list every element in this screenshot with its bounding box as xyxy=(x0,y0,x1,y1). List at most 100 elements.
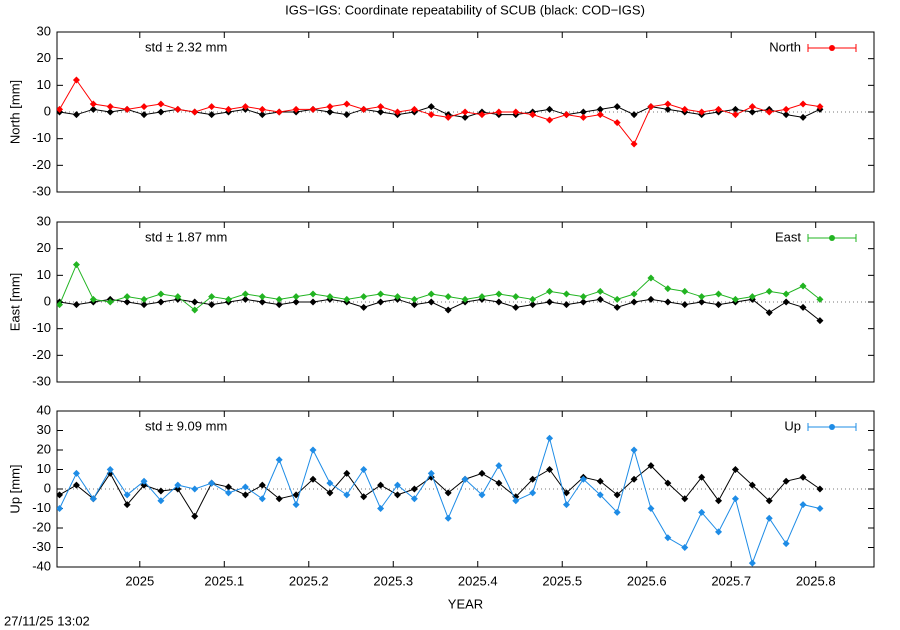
data-point xyxy=(444,113,452,121)
y-tick-label: 30 xyxy=(37,213,51,228)
data-point xyxy=(799,473,807,481)
data-point xyxy=(275,301,283,309)
data-point xyxy=(529,111,537,119)
data-point xyxy=(393,293,401,301)
data-point xyxy=(258,298,266,306)
data-point xyxy=(765,287,773,295)
data-point xyxy=(562,290,570,298)
data-point xyxy=(258,105,266,113)
data-point xyxy=(664,534,672,542)
legend-label: Up xyxy=(784,418,801,433)
data-point xyxy=(208,103,216,111)
data-point xyxy=(715,290,723,298)
data-point xyxy=(478,469,486,477)
data-point xyxy=(157,290,165,298)
data-point xyxy=(681,301,689,309)
x-axis-label: YEAR xyxy=(448,596,483,611)
data-point xyxy=(579,475,587,483)
data-point xyxy=(123,105,131,113)
data-point xyxy=(309,105,317,113)
data-point xyxy=(715,105,723,113)
data-point xyxy=(309,446,317,454)
plot-area xyxy=(57,261,824,325)
data-point xyxy=(478,491,486,499)
annotation: std ± 2.32 mm xyxy=(145,39,227,54)
data-point xyxy=(343,100,351,108)
plot-area xyxy=(57,76,824,148)
data-point xyxy=(106,103,114,111)
x-tick-label: 2025 xyxy=(125,573,154,588)
data-point xyxy=(444,306,452,314)
y-tick-label: -10 xyxy=(32,130,51,145)
data-point xyxy=(782,111,790,119)
data-point xyxy=(529,489,537,497)
data-point xyxy=(377,108,385,116)
data-point xyxy=(258,293,266,301)
data-point xyxy=(495,290,503,298)
data-point xyxy=(647,295,655,303)
data-point xyxy=(546,466,554,473)
data-point xyxy=(89,105,97,113)
data-point xyxy=(444,514,452,522)
y-tick-label: -10 xyxy=(32,320,51,335)
data-point xyxy=(123,293,131,301)
data-point xyxy=(698,473,706,481)
data-point xyxy=(377,298,385,306)
data-point xyxy=(596,295,604,303)
data-point xyxy=(410,485,418,493)
data-point xyxy=(123,298,131,306)
data-point xyxy=(377,290,385,298)
data-point xyxy=(72,76,80,84)
data-point xyxy=(360,466,368,473)
data-point xyxy=(630,446,638,454)
legend-marker xyxy=(829,424,835,430)
x-tick-label: 2025.7 xyxy=(711,573,751,588)
series-line xyxy=(59,436,821,565)
data-point xyxy=(360,303,368,311)
data-point xyxy=(731,111,739,119)
data-point xyxy=(89,100,97,108)
data-point xyxy=(174,293,182,301)
data-point xyxy=(123,491,131,499)
data-point xyxy=(782,540,790,548)
data-point xyxy=(72,301,80,309)
data-point xyxy=(647,274,655,282)
data-point xyxy=(512,497,520,505)
y-tick-label: -10 xyxy=(32,500,51,515)
x-tick-label: 2025.2 xyxy=(289,573,329,588)
y-tick-label: -20 xyxy=(32,519,51,534)
legend-marker xyxy=(829,235,835,241)
data-point xyxy=(377,481,385,489)
data-point xyxy=(292,105,300,113)
data-point xyxy=(681,105,689,113)
data-point xyxy=(292,501,300,509)
data-point xyxy=(343,295,351,303)
data-point xyxy=(664,298,672,306)
y-tick-label: -20 xyxy=(32,157,51,172)
data-point xyxy=(647,462,655,470)
data-point xyxy=(191,306,199,314)
data-point xyxy=(157,100,165,108)
y-tick-label: 20 xyxy=(37,240,51,255)
data-point xyxy=(72,261,80,269)
data-point xyxy=(799,100,807,108)
x-tick-label: 2025.8 xyxy=(796,573,836,588)
data-point xyxy=(427,290,435,298)
data-point xyxy=(579,113,587,121)
data-point xyxy=(225,295,233,303)
y-tick-label: 20 xyxy=(37,441,51,456)
data-point xyxy=(410,301,418,309)
legend-label: North xyxy=(769,39,801,54)
data-point xyxy=(562,301,570,309)
data-point xyxy=(89,495,97,503)
data-point xyxy=(529,475,537,483)
data-point xyxy=(326,108,334,116)
y-tick-label: 20 xyxy=(37,50,51,65)
y-tick-label: -40 xyxy=(32,558,51,573)
data-point xyxy=(698,293,706,301)
data-point xyxy=(157,108,165,116)
data-point xyxy=(191,298,199,306)
data-point xyxy=(275,456,283,464)
data-point xyxy=(630,298,638,306)
series-line xyxy=(59,464,821,518)
